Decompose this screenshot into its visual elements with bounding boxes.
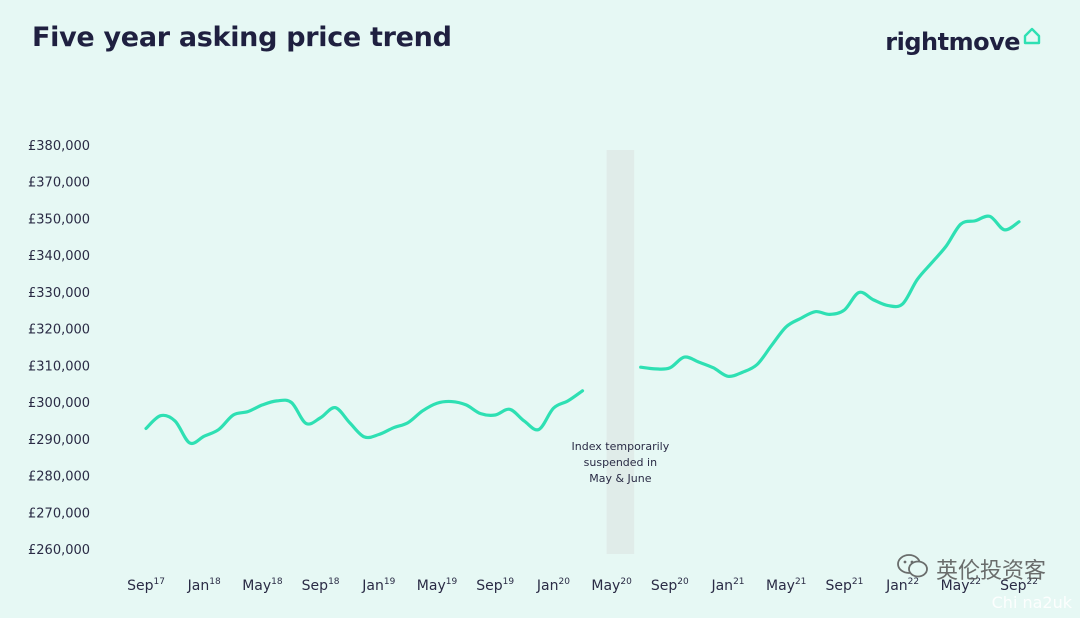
series-lines [144,214,1021,446]
watermark: 英伦投资客 [896,552,1046,586]
y-tick-label: £300,000 [28,396,90,411]
wechat-icon [896,552,930,586]
y-tick-label: £340,000 [28,249,90,264]
x-tick-label: May21 [766,577,806,594]
x-tick-label: Jan18 [187,577,221,594]
y-tick-label: £380,000 [28,139,90,154]
x-tick-label: Jan21 [710,577,744,594]
suspended-period-band [606,150,635,554]
annotation-line: Index temporarily [572,440,670,453]
watermark-text: 英伦投资客 [935,559,1046,584]
y-tick-label: £280,000 [28,470,90,485]
series-line-2 [639,214,1021,379]
y-tick-label: £270,000 [28,506,90,521]
y-tick-label: £320,000 [28,323,90,338]
y-tick-label: £260,000 [28,543,90,558]
annotation-line: May & June [589,472,651,485]
x-tick-label: Sep22 [1000,577,1038,594]
x-axis: Sep17 Jan18 May18 Sep18 Jan19 May19 Sep19 Jan20… [127,577,1038,594]
y-tick-label: £310,000 [28,359,90,374]
x-tick-label: May18 [242,577,283,594]
x-tick-label: Sep20 [651,577,689,594]
y-tick-label: £370,000 [28,176,90,191]
series-line-1 [144,389,585,446]
x-tick-label: Sep19 [476,577,514,594]
x-tick-label: May19 [417,577,458,594]
x-tick-label: Sep21 [825,577,863,594]
watermark-subtext: Chi na2uk [991,593,1072,612]
x-tick-label: May20 [591,577,632,594]
chart-title: Five year asking price trend [32,22,452,53]
x-tick-label: Jan19 [361,577,395,594]
x-tick-label: Sep17 [127,577,165,594]
logo-text: rightmove [885,28,1020,56]
suspension-annotation: Index temporarily suspended in May & June [572,440,670,485]
rightmove-logo: rightmove [885,26,1042,56]
y-tick-label: £290,000 [28,433,90,448]
x-tick-label: Sep18 [302,577,340,594]
x-tick-label: May22 [941,577,981,594]
y-tick-label: £350,000 [28,212,90,227]
house-icon [1022,26,1042,50]
y-tick-label: £330,000 [28,286,90,301]
x-tick-label: Jan20 [536,577,570,594]
y-axis: £380,000 £370,000 £350,000 £340,000 £330,000… [28,139,90,558]
x-tick-label: Jan22 [885,577,919,594]
annotation-line: suspended in [584,456,657,469]
